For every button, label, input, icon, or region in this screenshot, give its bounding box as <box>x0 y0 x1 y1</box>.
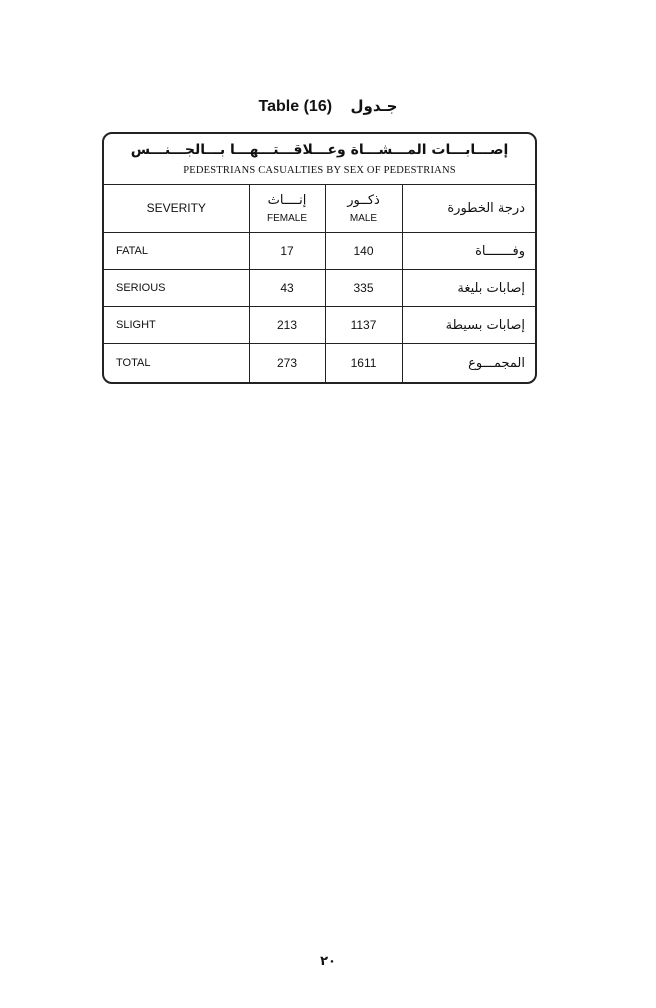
header-severity-en: SEVERITY <box>104 185 250 233</box>
caption-en: Table (16) <box>258 98 333 115</box>
row-label-ar: إصابات بليغة <box>402 269 535 307</box>
row-label-en: SERIOUS <box>104 269 250 307</box>
header-male: ذكــور MALE <box>325 185 403 233</box>
row-label-ar: المجمـــوع <box>468 355 525 371</box>
header-male-en: MALE <box>349 213 378 224</box>
table-row: SLIGHT 213 1137 إصابات بسيطة <box>104 306 535 344</box>
row-label-ar: إصابات بسيطة <box>402 306 535 344</box>
header-male-ar: ذكــور <box>347 193 380 208</box>
header-severity-ar: درجة الخطورة <box>402 185 535 233</box>
table-title-ar: إصـــابـــات المـــشـــاة وعـــلاقـــتــ… <box>130 142 509 158</box>
table-caption: Table (16) جـدول <box>0 96 656 117</box>
row-label-en: TOTAL <box>104 343 250 382</box>
row-label-en: FATAL <box>104 232 250 270</box>
male-value: 1137 <box>325 306 403 344</box>
table-title-en: PEDESTRIANS CASUALTIES BY SEX OF PEDESTR… <box>183 165 456 176</box>
female-value: 17 <box>249 232 326 270</box>
total-row: TOTAL 273 1611 المجمـــوع <box>104 343 535 382</box>
female-value: 43 <box>249 269 326 307</box>
header-female: إنــــاث FEMALE <box>249 185 326 233</box>
casualties-table: SEVERITY إنــــاث FEMALE ذكــور MALE درجة … <box>104 185 535 382</box>
table-row: SERIOUS 43 335 إصابات بليغة <box>104 269 535 307</box>
male-value: 335 <box>325 269 403 307</box>
table-row: FATAL 17 140 وفـــــــاة <box>104 232 535 270</box>
row-label-ar: وفـــــــاة <box>402 232 535 270</box>
data-table-box: إصـــابـــات المـــشـــاة وعـــلاقـــتــ… <box>102 132 537 384</box>
header-female-en: FEMALE <box>266 213 307 224</box>
row-label-en: SLIGHT <box>104 306 250 344</box>
header-row: SEVERITY إنــــاث FEMALE ذكــور MALE درجة … <box>104 185 535 233</box>
male-value: 1611 <box>325 343 403 382</box>
header-female-ar: إنــــاث <box>267 193 307 208</box>
page-number: ٢٠ <box>320 954 336 969</box>
male-value: 140 <box>325 232 403 270</box>
female-value: 273 <box>249 343 326 382</box>
caption-ar: جـدول <box>350 97 398 115</box>
female-value: 213 <box>249 306 326 344</box>
table-title: إصـــابـــات المـــشـــاة وعـــلاقـــتــ… <box>104 134 535 185</box>
